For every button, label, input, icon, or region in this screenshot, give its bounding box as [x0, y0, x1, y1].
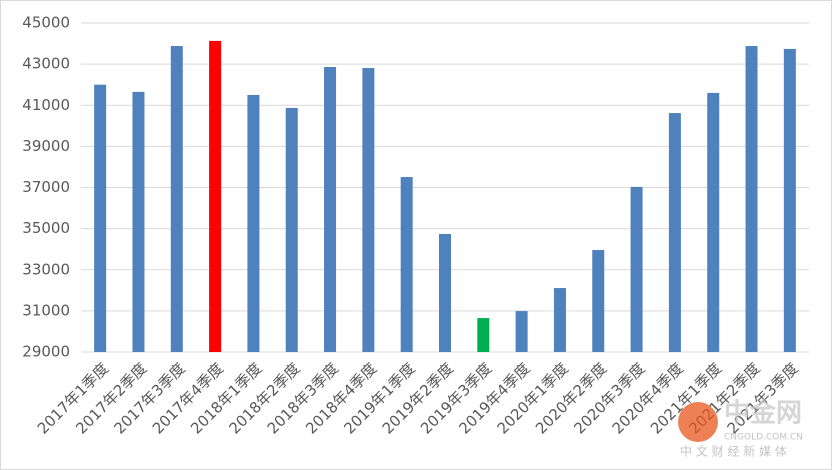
bar: [132, 91, 145, 353]
watermark-slogan: 中 文 财 经 新 媒 体: [680, 444, 787, 459]
bar: [745, 46, 758, 352]
y-tick-label: 39000: [22, 137, 70, 155]
bar: [285, 107, 298, 352]
bar: [477, 318, 490, 352]
bar: [668, 113, 681, 352]
bar: [783, 48, 796, 352]
y-tick-label: 29000: [22, 343, 70, 361]
y-tick-label: 41000: [22, 96, 70, 114]
bar: [515, 311, 528, 352]
y-tick-label: 31000: [22, 301, 70, 319]
bar: [209, 40, 222, 352]
watermark-logo: [678, 402, 718, 442]
y-tick-label: 33000: [22, 260, 70, 278]
bar: [439, 233, 451, 352]
y-tick-label: 37000: [22, 178, 70, 196]
y-tick-label: 35000: [22, 219, 70, 237]
y-tick-label: 45000: [22, 14, 70, 32]
watermark-site: CNGOLD.COM.CN: [724, 433, 803, 443]
bar: [592, 250, 605, 352]
bar: [707, 92, 720, 352]
bar: [400, 177, 413, 352]
bar: [94, 84, 107, 352]
bar: [362, 68, 375, 353]
bar: [630, 186, 643, 352]
y-tick-label: 43000: [22, 55, 70, 73]
bar: [247, 94, 260, 352]
bar: [553, 288, 566, 352]
watermark: 中金网 CNGOLD.COM.CN 中 文 财 经 新 媒 体: [678, 398, 803, 459]
bar: [324, 67, 337, 352]
bar: [170, 46, 183, 352]
watermark-brand: 中金网: [724, 398, 802, 429]
